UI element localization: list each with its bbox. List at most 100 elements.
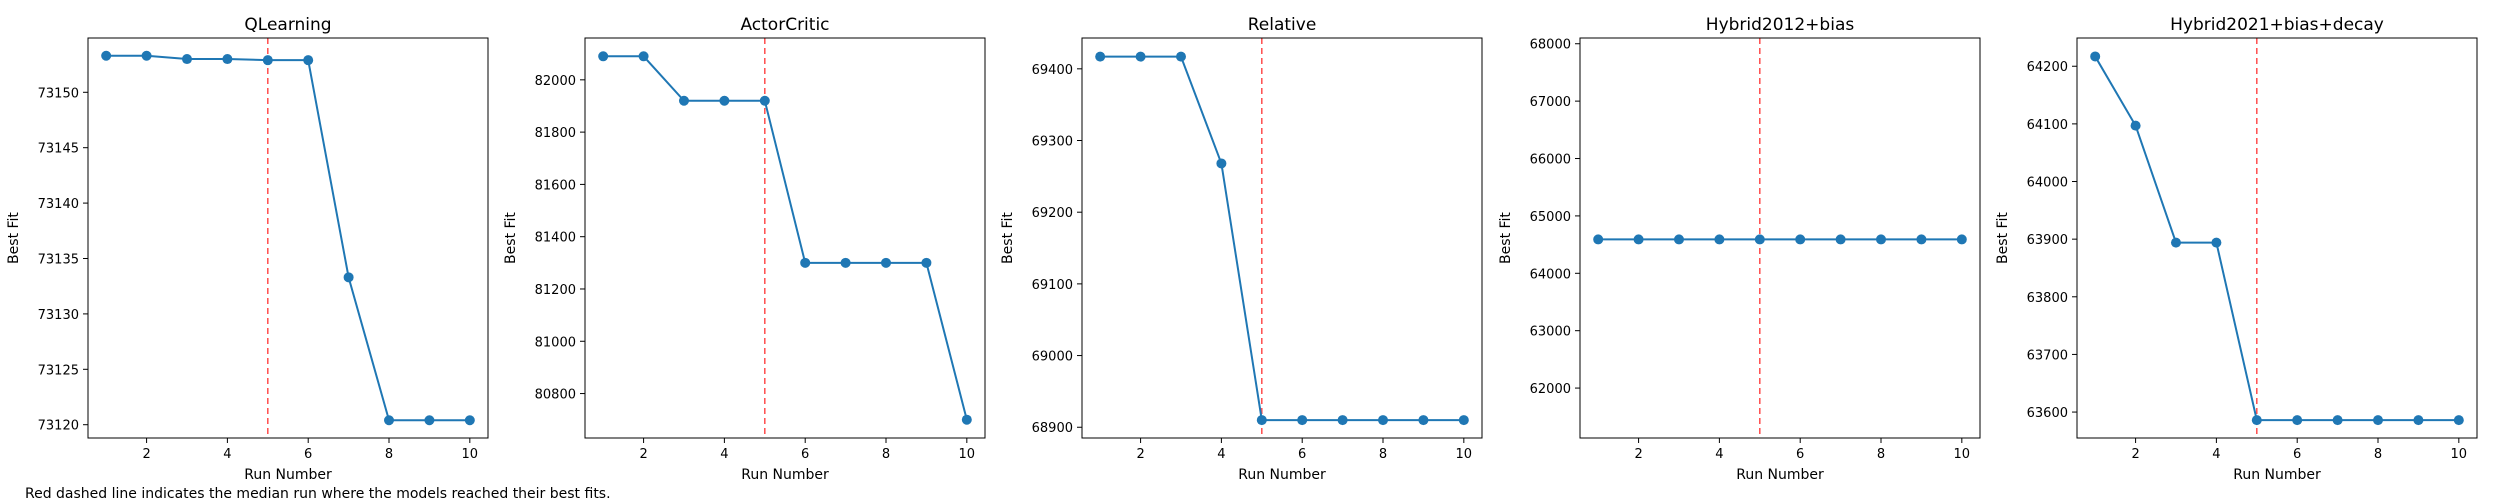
data-point xyxy=(961,414,972,425)
plot-frame xyxy=(87,37,489,439)
series-line xyxy=(1100,55,1464,422)
y-tick-label: 65000 xyxy=(1530,210,1571,225)
data-point xyxy=(1256,415,1267,426)
y-tick-label: 81400 xyxy=(535,231,576,246)
y-tick-label: 68000 xyxy=(1530,38,1571,53)
y-tick-label: 80800 xyxy=(535,388,576,403)
chart-panel-2: ActorCritic 2 4 6 8 10 80800 81000 81200 81400 816… xyxy=(503,15,986,483)
y-axis-label: Best Fit xyxy=(1000,212,1016,264)
y-tick-label: 69300 xyxy=(1032,135,1073,150)
data-point xyxy=(424,415,435,426)
data-point xyxy=(1633,234,1644,245)
y-tick-label: 73145 xyxy=(38,142,79,157)
data-point xyxy=(222,54,233,65)
x-tick-label: 8 xyxy=(1379,447,1387,462)
data-point xyxy=(1175,51,1186,62)
y-tick-label: 81600 xyxy=(535,178,576,193)
y-tick-label: 68900 xyxy=(1032,421,1073,436)
y-tick-label: 69400 xyxy=(1032,63,1073,78)
y-tick-label: 64000 xyxy=(2027,176,2068,191)
x-tick-label: 2 xyxy=(142,447,150,462)
data-point xyxy=(2453,415,2464,426)
data-point xyxy=(638,51,649,62)
x-tick-label: 6 xyxy=(801,447,809,462)
data-point xyxy=(2332,415,2343,426)
x-tick-label: 10 xyxy=(1456,447,1473,462)
y-axis-label: Best Fit xyxy=(1498,212,1514,264)
data-point xyxy=(1916,234,1927,245)
data-point xyxy=(1297,415,1308,426)
data-point xyxy=(2130,120,2141,131)
data-point xyxy=(1378,415,1389,426)
series-line xyxy=(106,54,470,422)
y-tick-label: 63900 xyxy=(2027,233,2068,248)
data-point xyxy=(1795,234,1806,245)
data-point xyxy=(2292,415,2303,426)
data-point xyxy=(1135,51,1146,62)
data-point xyxy=(840,257,851,268)
data-point xyxy=(1956,234,1967,245)
y-tick-label: 81800 xyxy=(535,126,576,141)
plot-frame xyxy=(1081,37,1483,439)
data-point xyxy=(2090,51,2101,62)
x-axis-label: Run Number xyxy=(244,467,332,483)
y-axis-label: Best Fit xyxy=(1995,212,2011,264)
x-tick-label: 2 xyxy=(639,447,647,462)
y-tick-label: 63700 xyxy=(2027,348,2068,363)
data-point xyxy=(1216,158,1227,169)
y-tick-label: 63800 xyxy=(2027,291,2068,306)
data-point xyxy=(1835,234,1846,245)
series-line xyxy=(2094,55,2459,422)
data-point xyxy=(141,50,152,61)
data-point xyxy=(759,95,770,106)
data-point xyxy=(1876,234,1887,245)
chart-title: Relative xyxy=(1248,15,1317,35)
chart-title: Hybrid2012+bias xyxy=(1706,15,1855,35)
x-tick-label: 6 xyxy=(2293,447,2301,462)
data-point xyxy=(921,257,932,268)
y-tick-label: 66000 xyxy=(1530,153,1571,168)
x-tick-label: 2 xyxy=(1634,447,1642,462)
data-point xyxy=(2170,237,2181,248)
y-tick-label: 73130 xyxy=(38,308,79,323)
data-point xyxy=(2251,415,2262,426)
x-tick-label: 10 xyxy=(462,447,479,462)
x-tick-label: 6 xyxy=(1298,447,1306,462)
x-tick-label: 10 xyxy=(2451,447,2468,462)
y-tick-label: 73125 xyxy=(38,363,79,378)
y-tick-label: 73140 xyxy=(38,197,79,212)
x-tick-label: 8 xyxy=(385,447,393,462)
y-tick-label: 73120 xyxy=(38,419,79,434)
data-point xyxy=(1593,234,1604,245)
x-axis-label: Run Number xyxy=(2233,467,2321,483)
data-point xyxy=(2373,415,2384,426)
y-axis-label: Best Fit xyxy=(6,212,22,264)
y-tick-label: 69100 xyxy=(1032,278,1073,293)
chart-panel-1: QLearning 2 4 6 8 10 73120 73125 73130 73135 73140… xyxy=(6,15,489,483)
chart-title: ActorCritic xyxy=(740,15,829,35)
x-tick-label: 6 xyxy=(1796,447,1804,462)
data-point xyxy=(1458,415,1469,426)
x-tick-label: 4 xyxy=(2212,447,2220,462)
plot-frame xyxy=(1579,37,1981,439)
chart-title: QLearning xyxy=(244,15,331,35)
plot-frame xyxy=(584,37,986,439)
y-tick-label: 63600 xyxy=(2027,406,2068,421)
data-point xyxy=(1754,234,1765,245)
y-tick-label: 81000 xyxy=(535,335,576,350)
chart-panel-5: Hybrid2021+bias+decay 2 4 6 8 10 63600 63700 638… xyxy=(1995,15,2478,483)
data-point xyxy=(598,51,609,62)
x-tick-label: 8 xyxy=(1877,447,1885,462)
y-tick-label: 64100 xyxy=(2027,118,2068,133)
chart-panel-3: Relative 2 4 6 8 10 68900 69000 69100 69200 69300 6… xyxy=(1000,15,1483,483)
x-tick-label: 6 xyxy=(304,447,312,462)
y-tick-label: 82000 xyxy=(535,74,576,89)
y-tick-label: 64200 xyxy=(2027,60,2068,75)
data-point xyxy=(1095,51,1106,62)
data-point xyxy=(343,272,354,283)
data-point xyxy=(101,50,112,61)
data-point xyxy=(881,257,892,268)
x-axis-label: Run Number xyxy=(741,467,829,483)
y-tick-label: 69200 xyxy=(1032,206,1073,221)
